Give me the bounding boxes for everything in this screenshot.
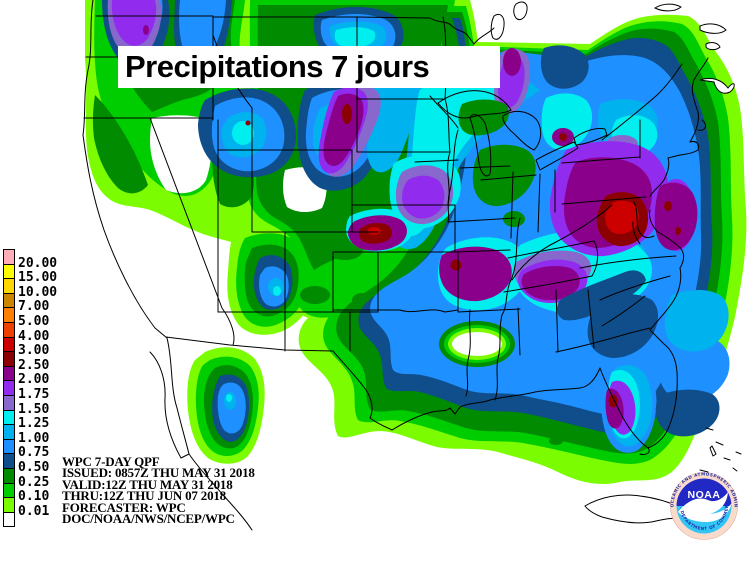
legend-value-label: 2.50 [18,357,50,373]
forecast-info-line: DOC/NOAA/NWS/NCEP/WPC [62,511,235,527]
legend-swatch [3,278,15,294]
legend-swatch [3,365,15,382]
legend-value-label: 10.00 [18,284,58,300]
legend-swatch [3,263,15,280]
forecast-info-block: WPC 7-DAY QPF ISSUED: 0857Z THU MAY 31 20… [62,454,255,527]
great-lakes-outlines [437,90,608,177]
legend-value-label: 1.00 [18,430,50,446]
legend-value-label: 1.75 [18,387,50,402]
legend-swatch [3,249,15,265]
legend-value-label: 1.25 [18,416,50,432]
legend-value-label: 0.75 [18,445,50,461]
forecast-info-line: THRU:12Z THU JUN 07 2018 [62,488,226,504]
legend-value-label: 4.00 [18,328,50,344]
legend-value-label: 20.00 [18,255,58,271]
forecast-info-line: ISSUED: 0857Z THU MAY 31 2018 [62,465,255,481]
legend-swatch [3,380,15,396]
noaa-acronym: NOAA [688,489,721,501]
precip-overlay-features [439,45,720,437]
forecast-info-line: WPC 7-DAY QPF [62,454,160,469]
legend-swatch [3,395,15,411]
legend-swatch [3,438,15,455]
precip-layer-3.00in [367,200,639,235]
noaa-logo-sky-half [676,478,732,506]
legend-swatch [3,511,15,528]
legend-value-label: 0.01 [18,503,50,519]
legend-value-label: 0.50 [18,460,50,475]
legend-value-label: 2.00 [18,372,50,388]
noaa-seagull-icon [678,492,732,522]
legend-swatch [3,336,15,353]
legend-swatch [3,351,15,367]
legend-swatch [3,322,15,338]
dry-area-holes [150,115,327,213]
noaa-logo: NOAA NATIONAL OCEANIC AND ATMOSPHERIC AD… [664,466,738,540]
legend-value-label: 3.00 [18,343,50,359]
legend-swatch [3,453,15,469]
legend-swatch [3,482,15,499]
map-title-box: Precipitations 7 jours [118,46,500,88]
legend-swatch [3,497,15,513]
forecast-info-line: FORECASTER: WPC [62,499,186,515]
legend-swatch [3,307,15,323]
legend-swatch [3,409,15,426]
legend-swatch [3,468,15,484]
legend-swatch [3,424,15,440]
legend-swatch [3,292,15,309]
legend-value-label: 1.50 [18,401,50,417]
legend-value-label: 15.00 [18,270,58,286]
legend-value-label: 0.25 [18,474,50,490]
forecast-info-line: VALID:12Z THU MAY 31 2018 [62,476,233,492]
legend-value-label: 5.00 [18,314,50,329]
legend-value-label: 7.00 [18,299,50,315]
map-title: Precipitations 7 jours [125,49,430,84]
legend-value-label: 0.10 [18,489,50,505]
